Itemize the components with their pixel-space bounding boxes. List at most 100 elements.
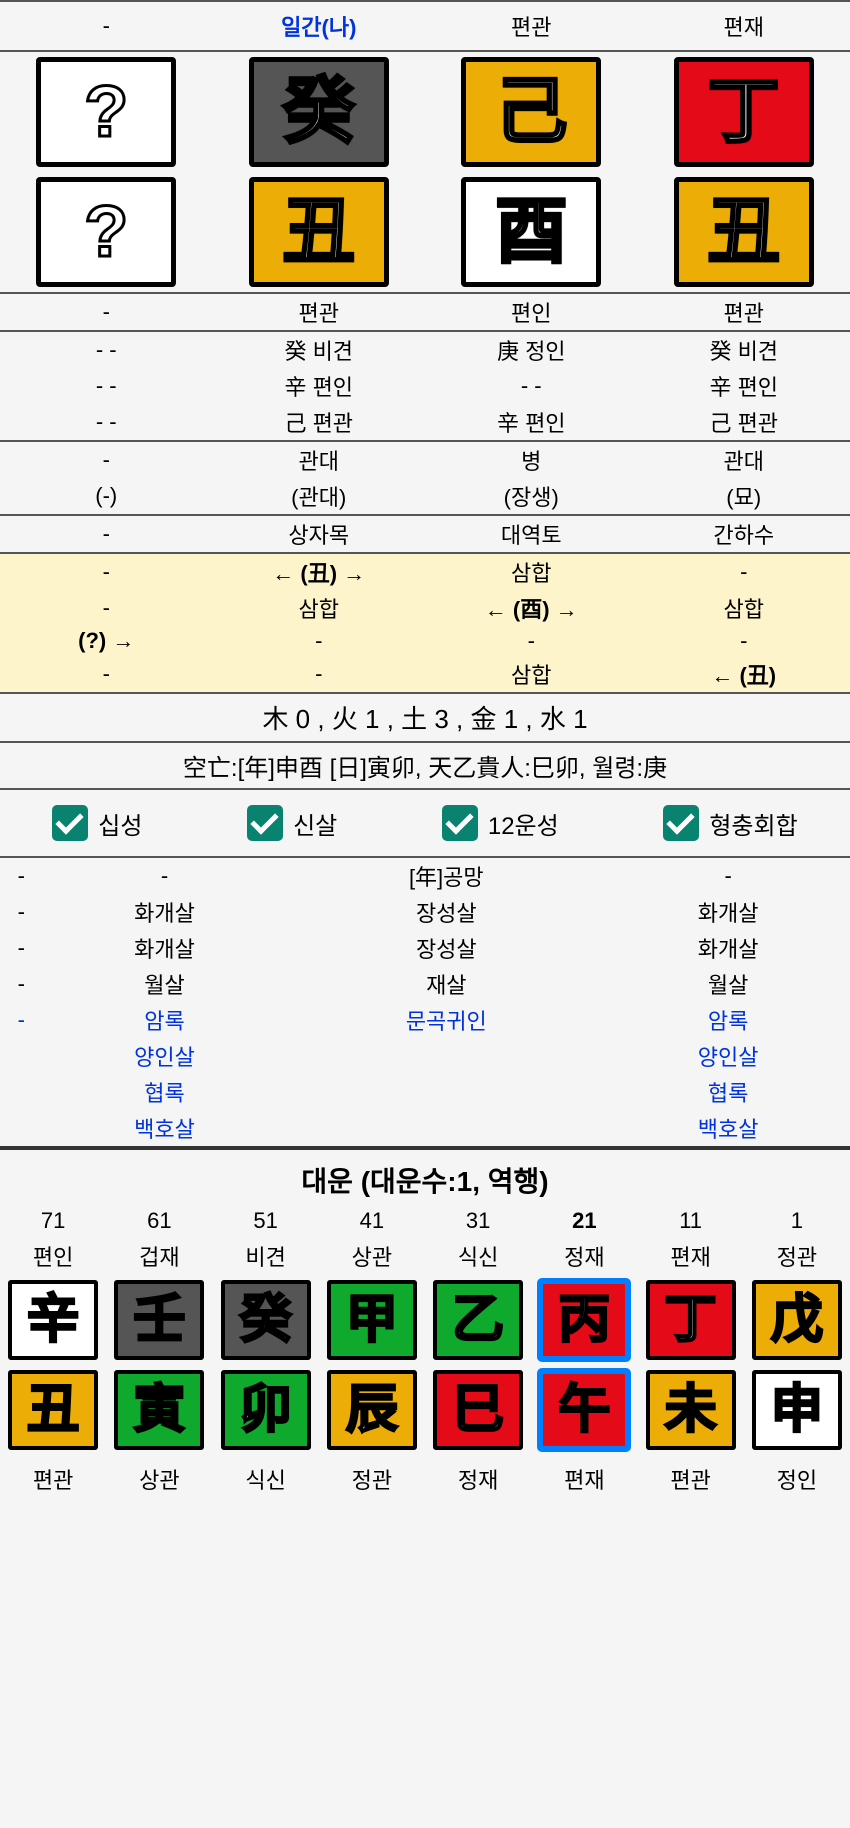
cell: 癸 비견 bbox=[638, 331, 850, 368]
branch-tile[interactable]: ? bbox=[36, 177, 176, 287]
daewoon-label: 겁재 bbox=[106, 1237, 212, 1275]
cell: - bbox=[606, 858, 850, 894]
daewoon-bot-tiles: 丑寅卯辰巳午未申 bbox=[0, 1365, 850, 1455]
hdr-day: 일간(나) bbox=[213, 1, 426, 51]
daewoon-label: 식신 bbox=[213, 1460, 319, 1498]
stem-tile[interactable]: 癸 bbox=[249, 57, 389, 167]
check-label: 신살 bbox=[293, 806, 337, 841]
daewoon-label: 편재 bbox=[638, 1237, 744, 1275]
daewoon-top-labels: 편인겁재비견상관식신정재편재정관 bbox=[0, 1237, 850, 1275]
daewoon-label: 정인 bbox=[744, 1460, 850, 1498]
cell: 암록 bbox=[606, 1002, 850, 1038]
cell: 己 편관 bbox=[638, 404, 850, 441]
cell: - bbox=[0, 515, 213, 553]
cell: 삼합 bbox=[213, 590, 426, 626]
daewoon-label: 정관 bbox=[319, 1460, 425, 1498]
heaven-stems-row: ? 癸己丁 bbox=[0, 51, 850, 172]
cell: - bbox=[425, 626, 638, 656]
daewoon-label: 편관 bbox=[0, 1460, 106, 1498]
cell: 화개살 bbox=[606, 894, 850, 930]
cell: 삼합 bbox=[638, 590, 850, 626]
daewoon-label: 상관 bbox=[106, 1460, 212, 1498]
daewoon-label: 편인 bbox=[0, 1237, 106, 1275]
check-label: 십성 bbox=[98, 806, 142, 841]
cell: 상자목 bbox=[213, 515, 426, 553]
cell: - bbox=[0, 1002, 43, 1038]
check-sipseong[interactable]: 십성 bbox=[52, 805, 142, 841]
cell: 장성살 bbox=[286, 894, 606, 930]
cell: 癸 비견 bbox=[213, 331, 426, 368]
cell: 병 bbox=[425, 441, 638, 478]
daewoon-label: 정재 bbox=[531, 1237, 637, 1275]
cell bbox=[0, 1110, 43, 1146]
cell: - bbox=[43, 858, 287, 894]
cell: 庚 정인 bbox=[425, 331, 638, 368]
cell: 백호살 bbox=[43, 1110, 287, 1146]
cell: 화개살 bbox=[43, 930, 287, 966]
daewoon-branch-tile[interactable]: 申 bbox=[752, 1370, 842, 1450]
cell bbox=[286, 1038, 606, 1074]
cell: - - bbox=[0, 331, 213, 368]
hdr-month: 편관 bbox=[425, 1, 638, 51]
daewoon-label: 정재 bbox=[425, 1460, 531, 1498]
daewoon-ages: 716151413121111 bbox=[0, 1205, 850, 1237]
daewoon-stem-tile[interactable]: 戊 bbox=[752, 1280, 842, 1360]
daewoon-age: 41 bbox=[319, 1205, 425, 1237]
daewoon-stem-tile[interactable]: 辛 bbox=[8, 1280, 98, 1360]
check-sinsal[interactable]: 신살 bbox=[247, 805, 337, 841]
cell: - - bbox=[0, 368, 213, 404]
daewoon-branch-tile[interactable]: 辰 bbox=[327, 1370, 417, 1450]
cell: 辛 편인 bbox=[213, 368, 426, 404]
cell: 辛 편인 bbox=[638, 368, 850, 404]
cell bbox=[0, 1074, 43, 1110]
daewoon-branch-tile[interactable]: 卯 bbox=[221, 1370, 311, 1450]
stem-tile[interactable]: ? bbox=[36, 57, 176, 167]
cell: - bbox=[638, 626, 850, 656]
cell bbox=[286, 1074, 606, 1110]
cell: 양인살 bbox=[606, 1038, 850, 1074]
daewoon-stem-tile[interactable]: 癸 bbox=[221, 1280, 311, 1360]
daewoon-branch-tile[interactable]: 丑 bbox=[8, 1370, 98, 1450]
daewoon-stem-tile[interactable]: 甲 bbox=[327, 1280, 417, 1360]
daewoon-top-tiles: 辛壬癸甲乙丙丁戊 bbox=[0, 1275, 850, 1365]
branch-tile[interactable]: 酉 bbox=[461, 177, 601, 287]
cell: - bbox=[0, 966, 43, 1002]
cell: 암록 bbox=[43, 1002, 287, 1038]
cell: 백호살 bbox=[606, 1110, 850, 1146]
daewoon-title: 대운 (대운수:1, 역행) bbox=[0, 1150, 850, 1205]
cell: - - bbox=[425, 368, 638, 404]
cell: - bbox=[0, 858, 43, 894]
daewoon-branch-tile[interactable]: 寅 bbox=[114, 1370, 204, 1450]
cell: ← (丑) → bbox=[213, 553, 426, 590]
cell: - bbox=[0, 590, 213, 626]
daewoon-label: 편관 bbox=[638, 1460, 744, 1498]
daewoon-age: 51 bbox=[213, 1205, 319, 1237]
cell: 월살 bbox=[43, 966, 287, 1002]
stem-tile[interactable]: 己 bbox=[461, 57, 601, 167]
daewoon-stem-tile[interactable]: 丙 bbox=[539, 1280, 629, 1360]
cell: (묘) bbox=[638, 478, 850, 515]
cell bbox=[286, 1110, 606, 1146]
cell: (관대) bbox=[213, 478, 426, 515]
daewoon-branch-tile[interactable]: 午 bbox=[539, 1370, 629, 1450]
cell: - - bbox=[0, 404, 213, 441]
daewoon-branch-tile[interactable]: 未 bbox=[646, 1370, 736, 1450]
stem-tile[interactable]: 丁 bbox=[674, 57, 814, 167]
daewoon-age: 71 bbox=[0, 1205, 106, 1237]
cell: - bbox=[0, 293, 213, 331]
earth-branches-row: ? 丑酉丑 bbox=[0, 172, 850, 293]
daewoon-stem-tile[interactable]: 乙 bbox=[433, 1280, 523, 1360]
daewoon-stem-tile[interactable]: 壬 bbox=[114, 1280, 204, 1360]
cell: 화개살 bbox=[43, 894, 287, 930]
cell: - bbox=[0, 553, 213, 590]
branch-tile[interactable]: 丑 bbox=[249, 177, 389, 287]
check-hyeongchung[interactable]: 형충회합 bbox=[663, 805, 797, 841]
cell: ← (酉) → bbox=[425, 590, 638, 626]
branch-tile[interactable]: 丑 bbox=[674, 177, 814, 287]
daewoon-branch-tile[interactable]: 巳 bbox=[433, 1370, 523, 1450]
check-icon bbox=[247, 805, 283, 841]
cell bbox=[0, 1038, 43, 1074]
check-12unseong[interactable]: 12운성 bbox=[442, 805, 559, 841]
cell: (-) bbox=[0, 478, 213, 515]
daewoon-stem-tile[interactable]: 丁 bbox=[646, 1280, 736, 1360]
